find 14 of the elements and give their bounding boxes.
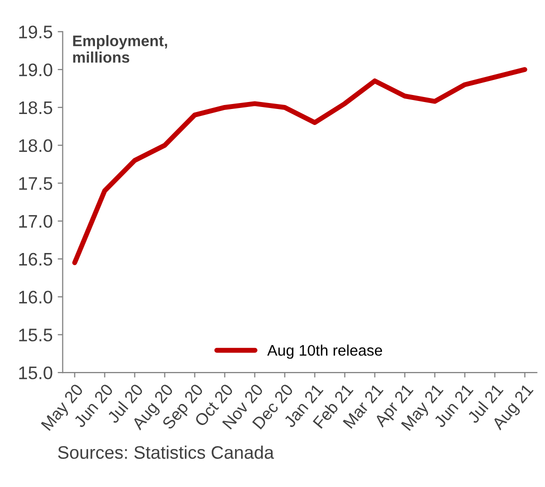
- y-tick-label: 15.5: [19, 328, 52, 342]
- source-note: Sources: Statistics Canada: [58, 446, 274, 459]
- line-series: [72, 67, 528, 266]
- y-axis-title: Employment, millions: [73, 35, 168, 63]
- y-tick-label: 15.0: [19, 366, 52, 380]
- y-tick-label: 18.5: [19, 101, 52, 114]
- y-tick-label: 19.5: [19, 26, 52, 38]
- y-tick-label: 16.5: [19, 252, 52, 266]
- legend-label: Aug 10th release: [267, 344, 382, 359]
- y-tick-label: 18.0: [19, 139, 52, 152]
- y-tick-label: 19.0: [19, 63, 52, 76]
- y-tick-label: 17.5: [19, 177, 52, 190]
- y-tick-label: 17.0: [19, 214, 52, 228]
- y-tick-label: 16.0: [19, 290, 52, 304]
